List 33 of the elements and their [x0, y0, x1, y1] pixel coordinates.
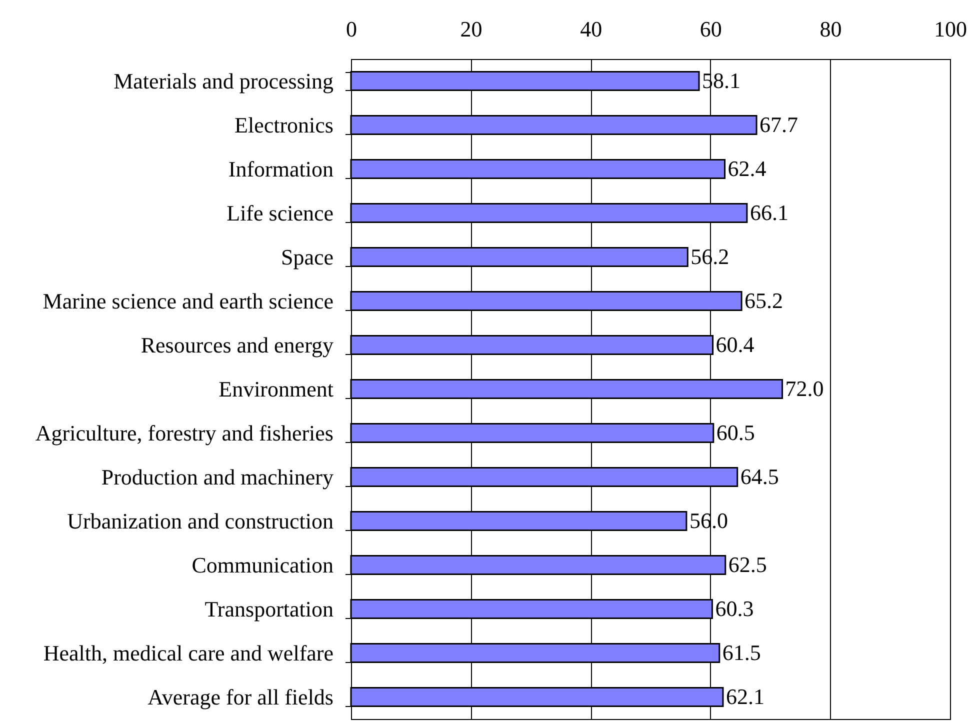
y-tick-label: Environment	[218, 376, 334, 402]
data-label: 66.1	[750, 200, 788, 225]
y-tick-label: Health, medical care and welfare	[43, 640, 334, 666]
data-label: 62.1	[726, 684, 764, 709]
x-tick-label: 40	[580, 16, 602, 42]
y-tick-label: Electronics	[234, 112, 334, 138]
y-tick-label: Agriculture, forestry and fisheries	[35, 420, 334, 446]
data-label: 61.5	[722, 640, 761, 665]
data-label: 60.3	[715, 596, 754, 621]
y-tick-label: Marine science and earth science	[42, 288, 334, 314]
x-tick-label: 80	[820, 16, 842, 42]
y-tick-label: Transportation	[204, 596, 334, 622]
data-label: 67.7	[760, 112, 798, 137]
y-tick-label: Urbanization and construction	[67, 508, 334, 534]
x-tick-label: 60	[700, 16, 722, 42]
y-tick-label: Average for all fields	[148, 684, 334, 710]
y-tick-label: Space	[280, 244, 334, 270]
data-label: 64.5	[740, 464, 779, 489]
x-tick-label: 0	[346, 16, 357, 42]
data-label: 60.5	[716, 420, 755, 445]
y-tick-label: Materials and processing	[114, 68, 334, 94]
data-label: 65.2	[744, 288, 784, 313]
x-tick-label: 100	[934, 16, 967, 42]
x-tick-label: 20	[460, 16, 482, 42]
data-label: 60.4	[716, 332, 754, 357]
y-tick-label: Life science	[226, 200, 334, 226]
data-label: 62.5	[728, 552, 767, 577]
y-tick-label: Information	[228, 156, 334, 182]
y-tick-label: Resources and energy	[140, 332, 334, 358]
data-label: 62.4	[728, 156, 766, 181]
y-tick-label: Communication	[192, 552, 334, 578]
y-tick-label: Production and machinery	[101, 464, 334, 490]
data-label: 72.0	[785, 376, 824, 401]
